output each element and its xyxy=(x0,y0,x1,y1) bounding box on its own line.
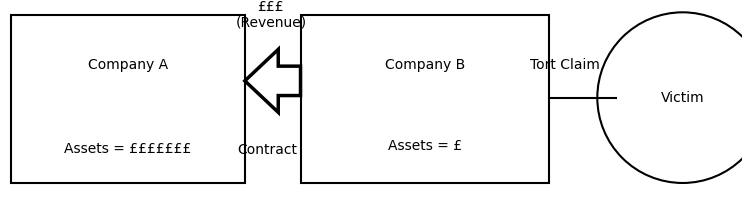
Text: Company B: Company B xyxy=(384,58,465,72)
Text: £££
(Revenue): £££ (Revenue) xyxy=(235,0,306,30)
Text: Company A: Company A xyxy=(88,58,168,72)
Text: Contract: Contract xyxy=(237,143,297,157)
Bar xyxy=(11,15,245,183)
Text: Assets = £: Assets = £ xyxy=(388,139,462,153)
Bar xyxy=(301,15,549,183)
Text: Victim: Victim xyxy=(661,91,704,105)
Polygon shape xyxy=(245,49,301,112)
Text: Tort Claim: Tort Claim xyxy=(531,58,600,72)
Text: Assets = £££££££: Assets = £££££££ xyxy=(65,142,191,156)
